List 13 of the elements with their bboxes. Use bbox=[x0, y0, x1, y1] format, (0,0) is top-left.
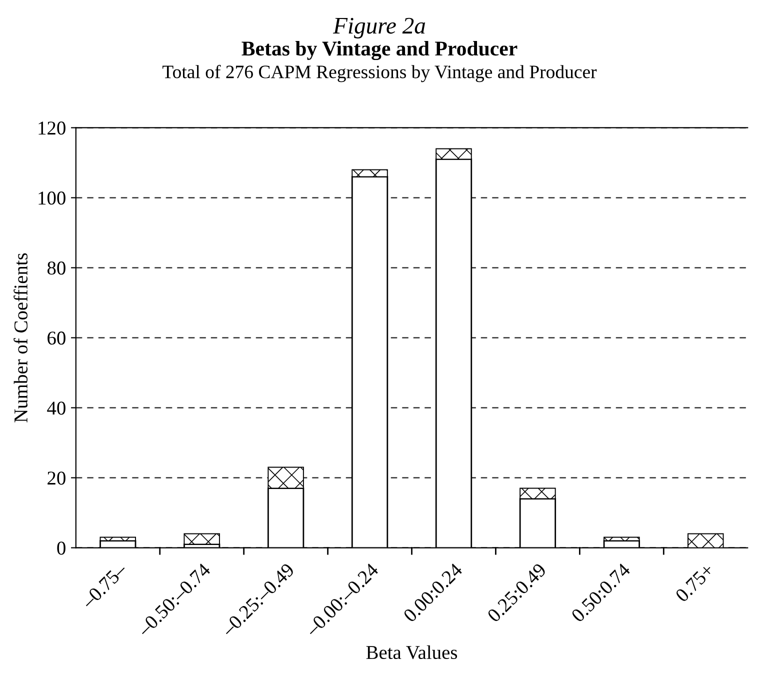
chart-subtitle: Total of 276 CAPM Regressions by Vintage and Producer bbox=[162, 64, 597, 82]
caption: Figure 2a bbox=[332, 18, 426, 38]
bar bbox=[184, 533, 220, 545]
y-tick-label: 20 bbox=[48, 472, 66, 485]
y-tick-label: 120 bbox=[38, 122, 66, 135]
y-tick-label: 100 bbox=[38, 192, 66, 205]
y-tick-label: 60 bbox=[48, 332, 66, 345]
y-axis-title: Number of Coeffients bbox=[14, 253, 28, 422]
y-tick-label: 0 bbox=[57, 542, 66, 555]
y-tick-label: 40 bbox=[47, 402, 66, 415]
y-tick-label: 80 bbox=[47, 262, 66, 275]
chart-title: Betas by Vintage and Producer bbox=[242, 40, 518, 60]
x-axis-title: Beta Values bbox=[366, 645, 458, 660]
